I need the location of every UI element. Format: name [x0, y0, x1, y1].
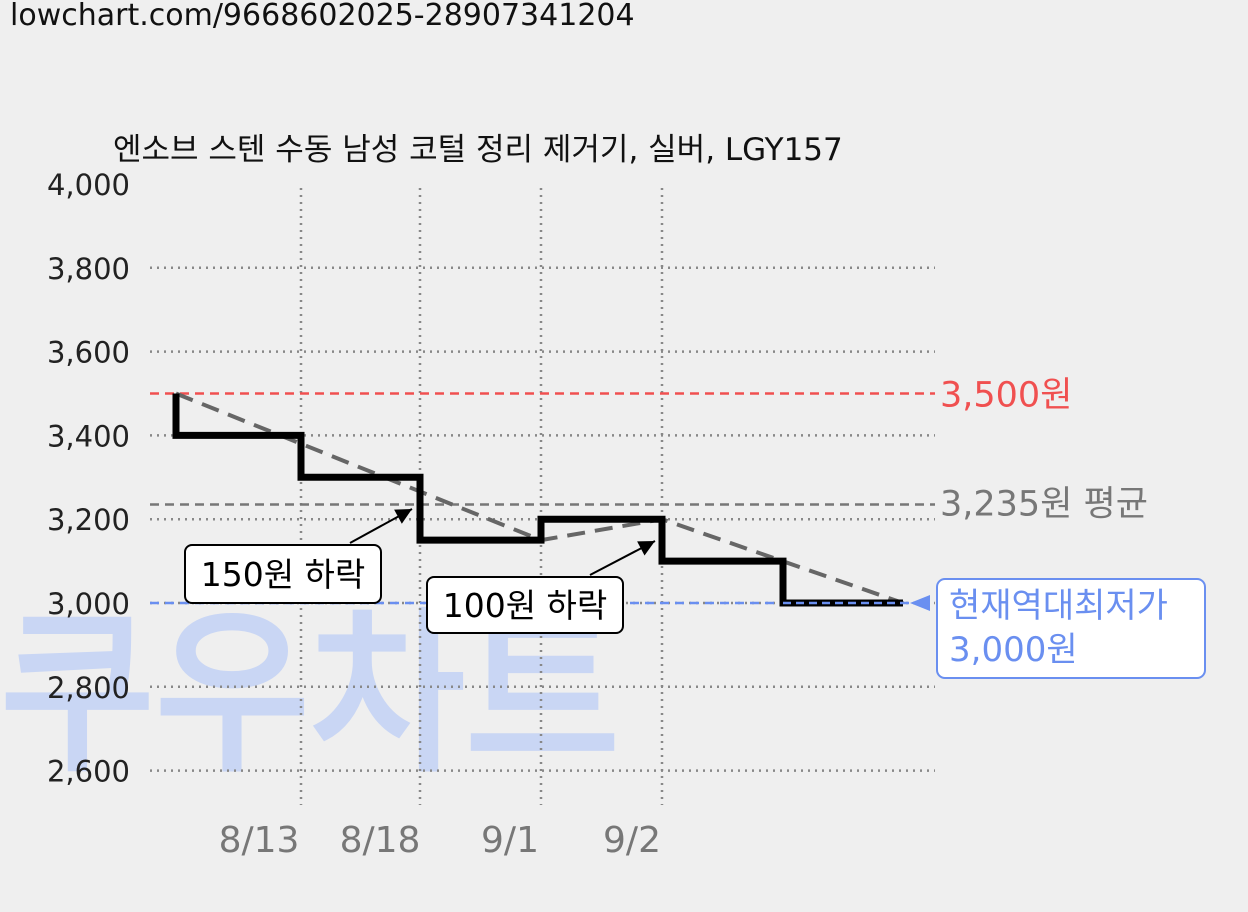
y-tick-label: 2,800 [47, 671, 130, 705]
x-tick-label: 9/2 [603, 820, 661, 861]
x-tick-label: 8/18 [340, 820, 421, 861]
annotation-text: 150원 하락 [201, 555, 366, 594]
annotation-text: 100원 하락 [443, 586, 608, 625]
y-tick-label: 3,000 [47, 587, 130, 621]
x-tick-label: 9/1 [481, 820, 539, 861]
y-tick-label: 3,600 [47, 336, 130, 370]
y-tick-label: 3,800 [47, 252, 130, 286]
min-arrow-head [910, 595, 930, 611]
average-price-label: 3,235원 평균 [940, 485, 1148, 525]
min-label-line2: 3,000원 [949, 630, 1078, 670]
y-tick-label: 2,600 [47, 755, 130, 789]
max-price-label: 3,500원 [940, 376, 1072, 416]
y-tick-label: 4,000 [47, 168, 130, 202]
x-tick-label: 8/13 [219, 820, 300, 861]
chart-title: 엔소브 스텐 수동 남성 코털 정리 제거기, 실버, LGY157 [113, 132, 843, 168]
y-tick-label: 3,400 [47, 419, 130, 453]
y-tick-label: 3,200 [47, 503, 130, 537]
min-label-line1: 현재역대최저가 [949, 586, 1168, 626]
